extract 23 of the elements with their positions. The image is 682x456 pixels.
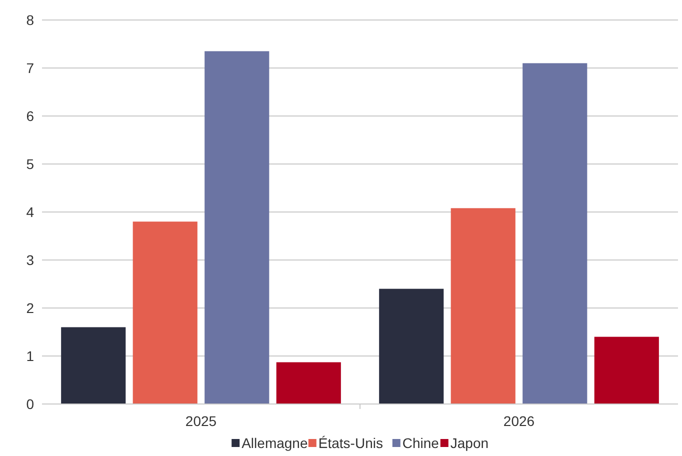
y-tick-label: 1: [26, 348, 34, 364]
y-tick-label: 5: [26, 156, 34, 172]
bar: [450, 208, 516, 404]
legend-label: Japon: [450, 435, 489, 451]
y-tick-label: 3: [26, 252, 34, 268]
y-tick-label: 2: [26, 300, 34, 316]
bar: [379, 288, 444, 404]
legend-label: États-Unis: [318, 435, 383, 451]
y-tick-label: 0: [26, 396, 34, 412]
bar: [204, 51, 270, 404]
bar: [132, 222, 198, 404]
bar: [522, 63, 588, 404]
y-tick-label: 4: [26, 204, 34, 220]
legend-label: Chine: [402, 435, 440, 451]
x-tick-label: 2025: [185, 413, 217, 429]
bar: [594, 336, 659, 404]
bar: [61, 327, 126, 404]
y-tick-label: 6: [26, 108, 34, 124]
y-tick-label: 7: [26, 60, 34, 76]
x-tick-label: 2026: [503, 413, 535, 429]
y-tick-label: 8: [26, 12, 34, 28]
legend-label: Allemagne: [242, 435, 308, 451]
bar: [276, 362, 341, 404]
